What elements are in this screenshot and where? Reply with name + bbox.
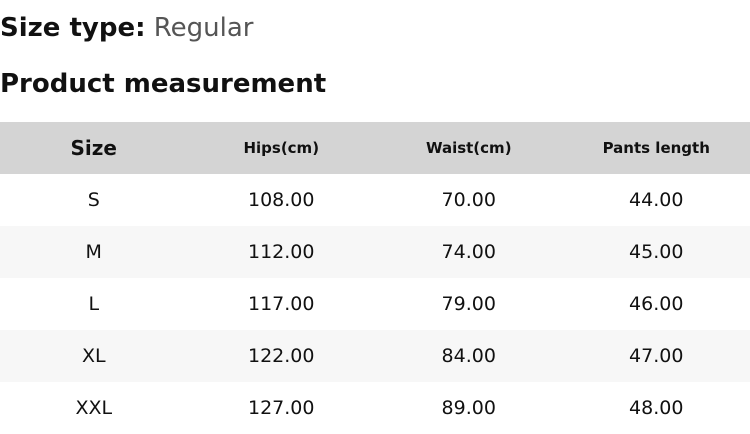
header-hips: Hips(cm) xyxy=(243,139,320,157)
cell-hips: 112.00 xyxy=(248,241,315,263)
cell-pants-length: 45.00 xyxy=(629,241,684,263)
cell-size: XL xyxy=(81,345,106,367)
table-row: S 108.00 70.00 44.00 xyxy=(0,174,750,226)
header-size: Size xyxy=(70,136,117,160)
table-row: XXL 127.00 89.00 48.00 xyxy=(0,382,750,434)
header-waist: Waist(cm) xyxy=(425,139,512,157)
table-row: XL 122.00 84.00 47.00 xyxy=(0,330,750,382)
cell-waist: 74.00 xyxy=(441,241,496,263)
cell-pants-length: 44.00 xyxy=(629,189,684,211)
cell-size: M xyxy=(85,241,102,263)
size-type-value: Regular xyxy=(153,13,254,43)
cell-pants-length: 48.00 xyxy=(629,397,684,419)
cell-hips: 108.00 xyxy=(248,189,315,211)
size-type-label: Size type: xyxy=(0,13,146,43)
header-pants-length: Pants length xyxy=(602,139,710,157)
cell-hips: 122.00 xyxy=(248,345,315,367)
cell-waist: 70.00 xyxy=(441,189,496,211)
cell-size: L xyxy=(88,293,100,315)
size-type: Size type: Regular xyxy=(0,10,253,46)
table-row: L 117.00 79.00 46.00 xyxy=(0,278,750,330)
cell-hips: 117.00 xyxy=(248,293,315,315)
table-header-row: Size Hips(cm) Waist(cm) Pants length xyxy=(0,122,750,174)
cell-pants-length: 46.00 xyxy=(629,293,684,315)
cell-size: XXL xyxy=(75,397,113,419)
cell-hips: 127.00 xyxy=(248,397,315,419)
table-row: M 112.00 74.00 45.00 xyxy=(0,226,750,278)
cell-waist: 79.00 xyxy=(441,293,496,315)
measurement-table: Size Hips(cm) Waist(cm) Pants length S 10… xyxy=(0,122,750,434)
cell-pants-length: 47.00 xyxy=(629,345,684,367)
cell-waist: 89.00 xyxy=(441,397,496,419)
cell-waist: 84.00 xyxy=(441,345,496,367)
section-heading: Product measurement xyxy=(0,69,327,99)
cell-size: S xyxy=(87,189,100,211)
